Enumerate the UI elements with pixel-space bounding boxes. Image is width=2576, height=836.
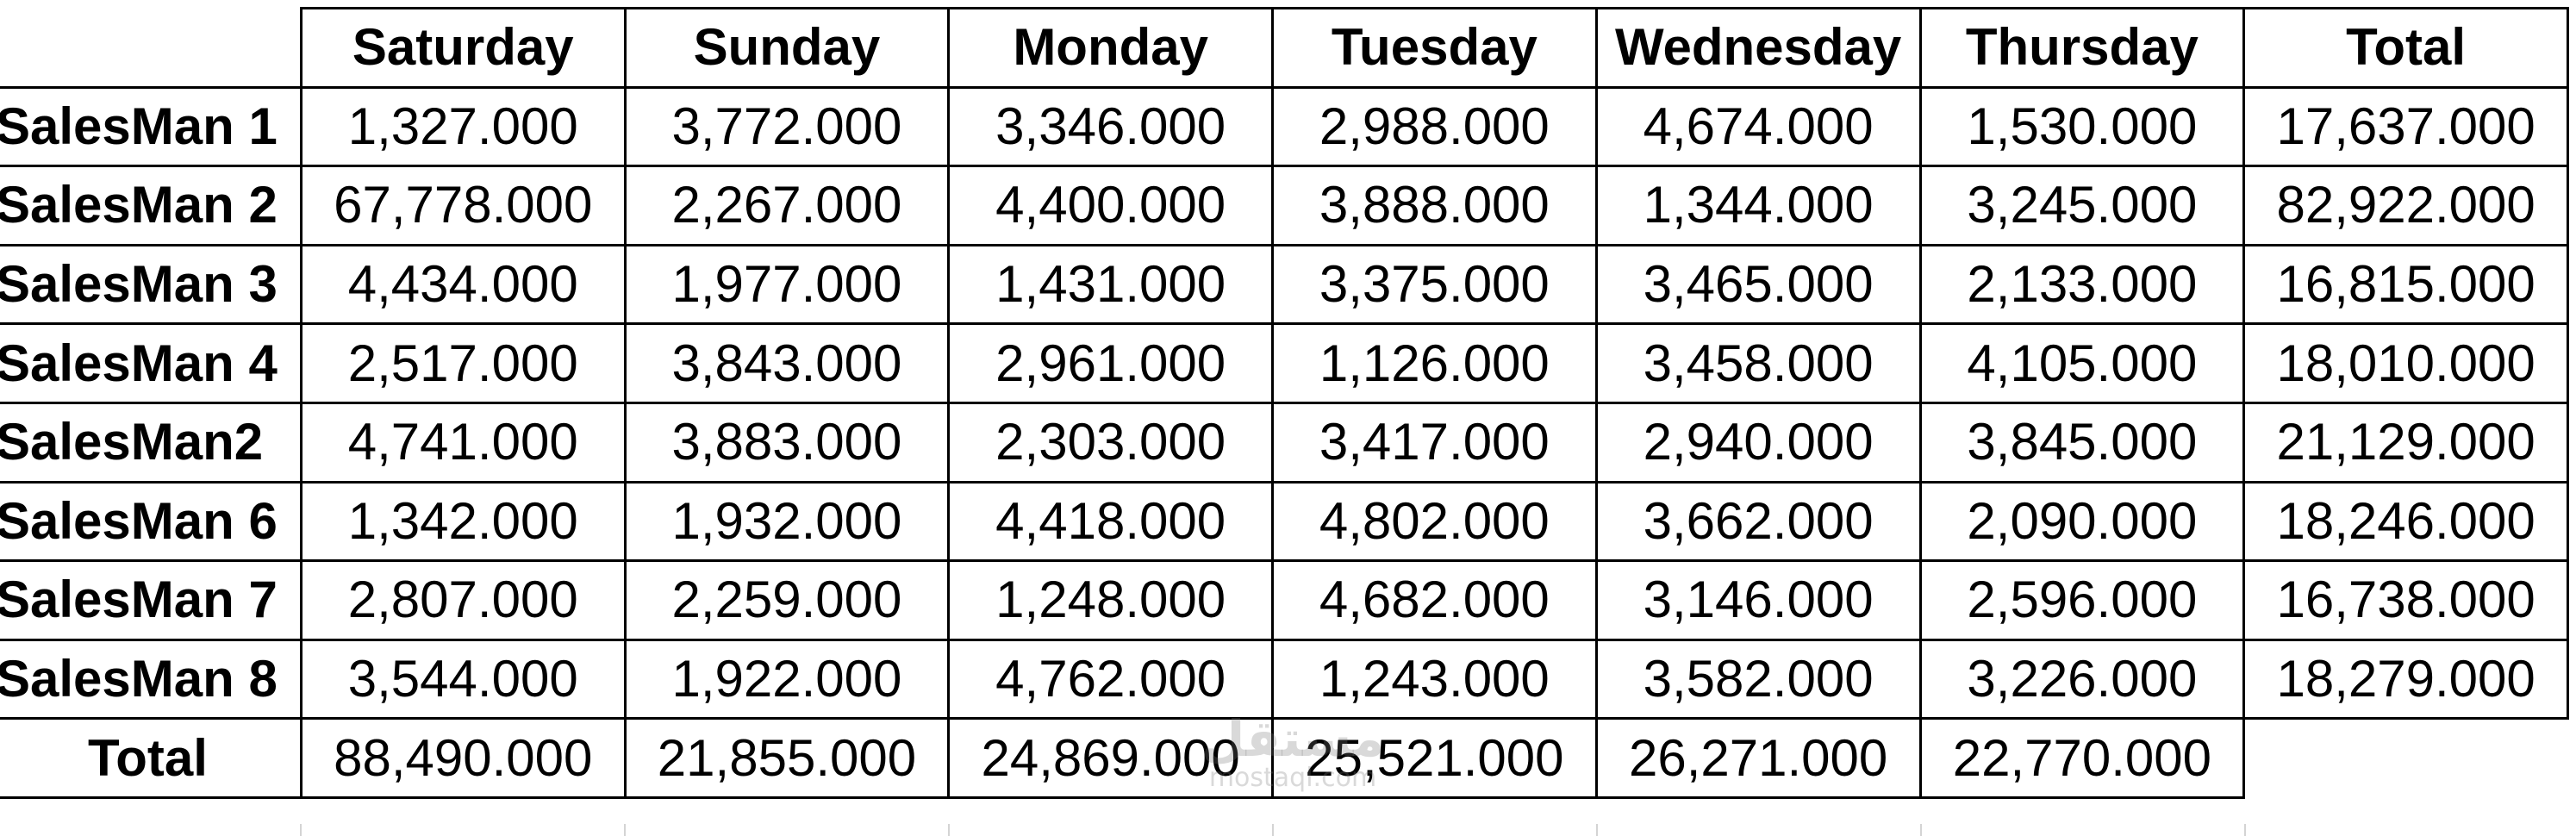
table-cell[interactable]: 3,883.000 (623, 401, 951, 484)
table-cell[interactable]: 3,845.000 (1918, 401, 2246, 484)
table-cell[interactable]: 3,662.000 (1594, 480, 1922, 563)
table-cell[interactable]: 1,243.000 (1271, 638, 1598, 721)
row-label[interactable]: SalesMan2 (0, 401, 303, 484)
table-cell[interactable]: 4,674.000 (1594, 85, 1922, 168)
row-total-cell[interactable]: 16,815.000 (2242, 243, 2569, 326)
table-cell[interactable]: 3,346.000 (947, 85, 1274, 168)
table-cell[interactable]: 2,988.000 (1271, 85, 1598, 168)
table-cell[interactable]: 3,582.000 (1594, 638, 1922, 721)
row-label[interactable]: SalesMan 7 (0, 559, 303, 641)
faint-gridline (624, 824, 626, 836)
faint-gridline (2244, 824, 2246, 836)
row-total-cell[interactable]: 82,922.000 (2242, 165, 2569, 246)
faint-gridline (948, 824, 950, 836)
table-cell[interactable]: 1,344.000 (1594, 165, 1922, 246)
table-row: SalesMan 4 2,517.000 3,843.000 2,961.000… (0, 322, 2569, 404)
row-label[interactable]: SalesMan 2 (0, 165, 303, 246)
table-cell[interactable]: 4,802.000 (1271, 480, 1598, 563)
header-wednesday[interactable]: Wednesday (1594, 7, 1922, 89)
table-cell[interactable]: 1,932.000 (623, 480, 951, 563)
table-row: SalesMan 1 1,327.000 3,772.000 3,346.000… (0, 85, 2569, 168)
table-cell[interactable]: 4,400.000 (947, 165, 1274, 246)
table-row: SalesMan 2 67,778.000 2,267.000 4,400.00… (0, 165, 2569, 246)
table-cell[interactable]: 2,807.000 (299, 559, 627, 641)
table-cell[interactable]: 4,741.000 (299, 401, 627, 484)
header-monday[interactable]: Monday (947, 7, 1274, 89)
table-cell[interactable]: 2,090.000 (1918, 480, 2246, 563)
table-cell[interactable]: 3,245.000 (1918, 165, 2246, 246)
row-label[interactable]: SalesMan 8 (0, 638, 303, 721)
faint-gridline (1920, 824, 1922, 836)
table-cell[interactable]: 3,888.000 (1271, 165, 1598, 246)
table-row: SalesMan 8 3,544.000 1,922.000 4,762.000… (0, 638, 2569, 721)
table-cell[interactable]: 2,259.000 (623, 559, 951, 641)
corner-cell[interactable] (0, 8, 303, 89)
table-row: SalesMan 6 1,342.000 1,932.000 4,418.000… (0, 480, 2569, 563)
total-row-label[interactable]: Total (0, 717, 303, 799)
header-row: Saturday Sunday Monday Tuesday Wednesday… (0, 7, 2569, 89)
header-tuesday[interactable]: Tuesday (1271, 7, 1598, 89)
table-row: SalesMan 3 4,434.000 1,977.000 1,431.000… (0, 243, 2569, 326)
table-cell[interactable]: 67,778.000 (299, 165, 627, 246)
table-cell[interactable]: 3,226.000 (1918, 638, 2246, 721)
table-cell[interactable]: 2,267.000 (623, 165, 951, 246)
column-total-cell[interactable]: 22,770.000 (1918, 717, 2246, 799)
table-cell[interactable]: 4,682.000 (1271, 559, 1598, 641)
column-total-cell[interactable]: 26,271.000 (1594, 717, 1922, 799)
table-cell[interactable]: 1,248.000 (947, 559, 1274, 641)
table-cell[interactable]: 4,105.000 (1918, 322, 2246, 404)
row-total-cell[interactable]: 18,246.000 (2242, 480, 2569, 563)
column-total-cell[interactable]: 88,490.000 (299, 717, 627, 799)
row-total-cell[interactable]: 21,129.000 (2242, 401, 2569, 484)
row-total-cell[interactable]: 18,010.000 (2242, 322, 2569, 404)
faint-gridline (1272, 824, 1274, 836)
header-saturday[interactable]: Saturday (299, 7, 627, 89)
table-cell[interactable]: 1,977.000 (623, 243, 951, 326)
table-cell[interactable]: 2,940.000 (1594, 401, 1922, 484)
table-row: SalesMan 7 2,807.000 2,259.000 1,248.000… (0, 559, 2569, 641)
table-cell[interactable]: 3,772.000 (623, 85, 951, 168)
row-total-cell[interactable]: 17,637.000 (2242, 85, 2569, 168)
table-cell[interactable]: 4,762.000 (947, 638, 1274, 721)
row-label[interactable]: SalesMan 4 (0, 322, 303, 404)
faint-gridline (300, 824, 302, 836)
table-cell[interactable]: 3,843.000 (623, 322, 951, 404)
table-row: SalesMan2 4,741.000 3,883.000 2,303.000 … (0, 401, 2569, 484)
row-total-cell[interactable]: 16,738.000 (2242, 559, 2569, 641)
empty-cell[interactable] (2242, 717, 2568, 798)
table-cell[interactable]: 1,431.000 (947, 243, 1274, 326)
table-cell[interactable]: 1,922.000 (623, 638, 951, 721)
table-cell[interactable]: 3,458.000 (1594, 322, 1922, 404)
table-cell[interactable]: 1,327.000 (299, 85, 627, 168)
row-label[interactable]: SalesMan 3 (0, 243, 303, 326)
table-cell[interactable]: 2,303.000 (947, 401, 1274, 484)
table-cell[interactable]: 3,465.000 (1594, 243, 1922, 326)
table-cell[interactable]: 1,126.000 (1271, 322, 1598, 404)
total-row: Total 88,490.000 21,855.000 24,869.000 2… (0, 717, 2568, 799)
header-total[interactable]: Total (2242, 7, 2569, 89)
table-cell[interactable]: 3,544.000 (299, 638, 627, 721)
header-thursday[interactable]: Thursday (1918, 7, 2246, 89)
faint-gridline (1596, 824, 1598, 836)
table-cell[interactable]: 1,342.000 (299, 480, 627, 563)
table-cell[interactable]: 2,517.000 (299, 322, 627, 404)
table-cell[interactable]: 2,133.000 (1918, 243, 2246, 326)
column-total-cell[interactable]: 21,855.000 (623, 717, 951, 799)
row-total-cell[interactable]: 18,279.000 (2242, 638, 2569, 721)
table-cell[interactable]: 1,530.000 (1918, 85, 2246, 168)
sales-table: Saturday Sunday Monday Tuesday Wednesday… (0, 7, 2569, 799)
row-label[interactable]: SalesMan 1 (0, 85, 303, 168)
table-cell[interactable]: 2,961.000 (947, 322, 1274, 404)
column-total-cell[interactable]: 25,521.000 (1271, 717, 1598, 799)
header-sunday[interactable]: Sunday (623, 7, 951, 89)
column-total-cell[interactable]: 24,869.000 (947, 717, 1274, 799)
table-cell[interactable]: 2,596.000 (1918, 559, 2246, 641)
table-cell[interactable]: 3,417.000 (1271, 401, 1598, 484)
table-cell[interactable]: 4,418.000 (947, 480, 1274, 563)
table-cell[interactable]: 4,434.000 (299, 243, 627, 326)
table-cell[interactable]: 3,375.000 (1271, 243, 1598, 326)
row-label[interactable]: SalesMan 6 (0, 480, 303, 563)
table-cell[interactable]: 3,146.000 (1594, 559, 1922, 641)
